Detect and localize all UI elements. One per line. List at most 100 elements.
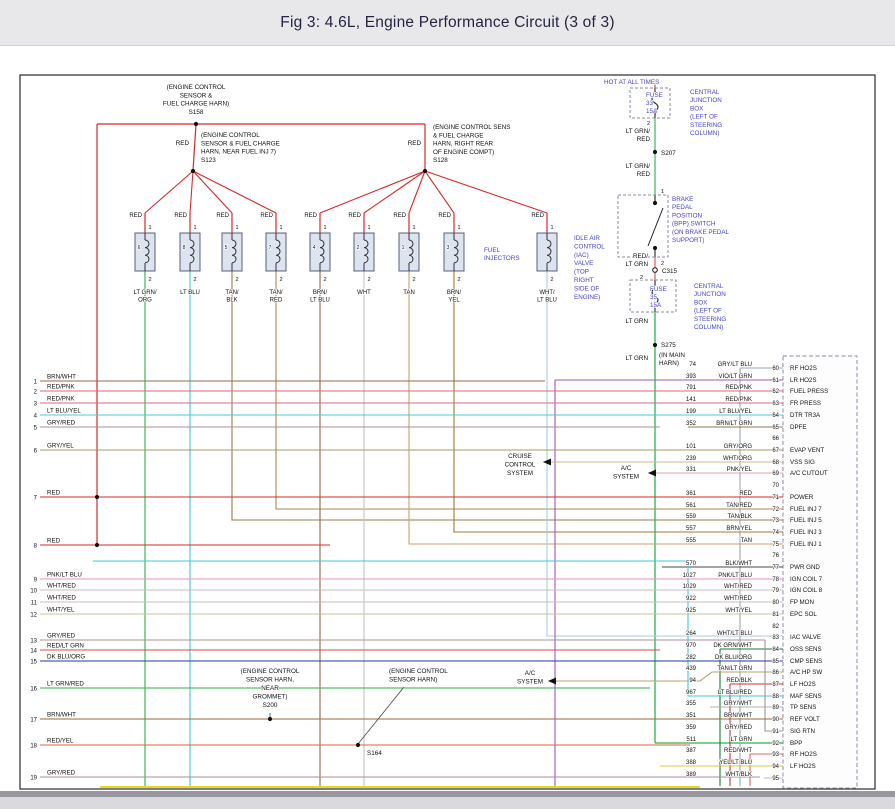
wire <box>363 170 426 214</box>
fuse-35-box <box>629 279 677 313</box>
injector-wire-color: LT BLU <box>180 290 200 296</box>
wire-number: 282 <box>686 655 697 661</box>
wire-color: DK GRN/WHT <box>713 643 752 649</box>
left-row-number: 5 <box>34 425 38 431</box>
diagram-label: S123 <box>201 157 216 164</box>
feed-color-label: RED <box>348 213 361 219</box>
injector-pin-2: 2 <box>280 277 283 283</box>
injector-wire-color: LT BLU <box>537 298 557 304</box>
injector-pin-1: 1 <box>236 225 239 231</box>
diagram-label: COLUMN) <box>690 130 719 137</box>
pin-function: VSS SIG <box>790 459 815 466</box>
wire-number: 101 <box>686 444 697 450</box>
injector-pin-1: 1 <box>551 225 554 231</box>
pin-number: 61 <box>772 378 779 384</box>
pin-function: IAC VALVE <box>790 634 821 641</box>
pin-function: FUEL PRESS <box>790 388 828 395</box>
splice-dot <box>652 245 658 251</box>
diagram-label: RED <box>637 171 651 178</box>
feed-color-label: RED <box>393 213 406 219</box>
pin-number: 72 <box>772 507 779 513</box>
left-row-number: 13 <box>30 638 37 644</box>
left-row-color: WHT/YEL <box>47 607 75 614</box>
injector-wire-color: TAN/ <box>269 290 283 296</box>
wire <box>453 271 783 533</box>
diagram-label: CENTRAL <box>690 89 720 96</box>
injector-wire-color: LT BLU <box>310 298 330 304</box>
diagram-label: BOX <box>690 105 704 112</box>
wire-number: 791 <box>686 385 697 391</box>
wire-number: 94 <box>689 678 696 684</box>
wire-color: GRY/WHT <box>724 701 753 707</box>
diagram-label: CONTROL <box>574 243 605 250</box>
diagram-label: COLUMN) <box>694 324 723 331</box>
diagram-label: 2 <box>661 261 664 267</box>
left-row-color: LT BLU/YEL <box>47 408 81 415</box>
wire-number: 559 <box>686 514 697 520</box>
cylinder-number: 6 <box>138 245 141 251</box>
wire <box>192 123 197 172</box>
injector-wire-color: BLK <box>226 298 237 304</box>
splice-dot <box>190 168 196 174</box>
pin-number: 66 <box>772 436 779 442</box>
diagram-label: 33 <box>646 100 654 107</box>
pin-number: 92 <box>772 741 779 747</box>
diagram-label: S200 <box>263 702 278 709</box>
diagram-label: HARN, RIGHT REAR <box>433 141 494 148</box>
pin-function: DTR TR3A <box>790 412 821 419</box>
diagram-label: C315 <box>662 268 678 275</box>
wire <box>231 271 783 521</box>
diagram-label: CENTRAL <box>694 283 724 290</box>
offpage-arrow <box>548 677 556 685</box>
wire-number: 141 <box>686 397 697 403</box>
wire-color: WHT/BLK <box>725 772 752 778</box>
wire-number: 393 <box>686 374 697 380</box>
diagram-label: LT GRN <box>625 261 648 268</box>
left-row-color: RED/PNK <box>47 384 75 391</box>
injector-pin-2: 2 <box>324 277 327 283</box>
wire-color: BRN/WHT <box>724 713 752 719</box>
diagram-label: (ENGINE CONTROL SENS <box>433 124 510 131</box>
wire-number: 239 <box>686 456 697 462</box>
diagram-label: SYSTEM <box>507 470 533 477</box>
pin-function: EPC SOL <box>790 611 817 618</box>
diagram-label: OF ENGINE COMPT) <box>433 149 494 156</box>
left-row-color: GRY/YEL <box>47 443 74 450</box>
diagram-label: S275 <box>661 342 676 349</box>
wire-color: TAN/BLK <box>727 514 752 520</box>
injector-pin-1: 1 <box>458 225 461 231</box>
wire-number: 967 <box>686 690 697 696</box>
wire-number: 389 <box>686 772 697 778</box>
diagram-label: (ON BRAKE PEDAL <box>672 229 730 236</box>
left-row-color: RED <box>47 538 61 545</box>
diagram-border <box>19 74 876 790</box>
diagram-label: LT GRN/ <box>626 128 651 135</box>
left-row-number: 1 <box>34 379 38 385</box>
wire-color: RED <box>739 491 752 497</box>
diagram-label: RED <box>637 136 651 143</box>
wire-number: 361 <box>686 491 697 497</box>
injector-wire-color: TAN/ <box>225 290 239 296</box>
feed-color-label: RED <box>174 213 187 219</box>
feed-color-label: RED <box>531 213 544 219</box>
wire <box>408 271 783 545</box>
wire <box>319 170 426 214</box>
splice-dot <box>422 168 428 174</box>
pin-function: A/C HP SW <box>790 669 822 676</box>
wire-color: GRY/ORG <box>724 444 753 450</box>
pin-number: 93 <box>772 752 779 758</box>
wire-number: 511 <box>686 737 696 743</box>
wire-number: 264 <box>686 631 697 637</box>
bpp-switch-box <box>617 194 669 258</box>
injector-pin-1: 1 <box>324 225 327 231</box>
wire <box>357 686 405 745</box>
pin-number: 86 <box>772 670 779 676</box>
diagram-label: VALVE <box>574 260 593 267</box>
left-row-color: GRY/RED <box>47 633 76 640</box>
diagram-label: SENSOR HARN, <box>246 677 294 684</box>
pin-number: 87 <box>772 682 779 688</box>
injector-pin-1: 1 <box>280 225 283 231</box>
diagram-label: 2 <box>640 275 643 281</box>
diagram-label: (TOP <box>574 269 589 276</box>
coil-symbol <box>363 239 369 264</box>
